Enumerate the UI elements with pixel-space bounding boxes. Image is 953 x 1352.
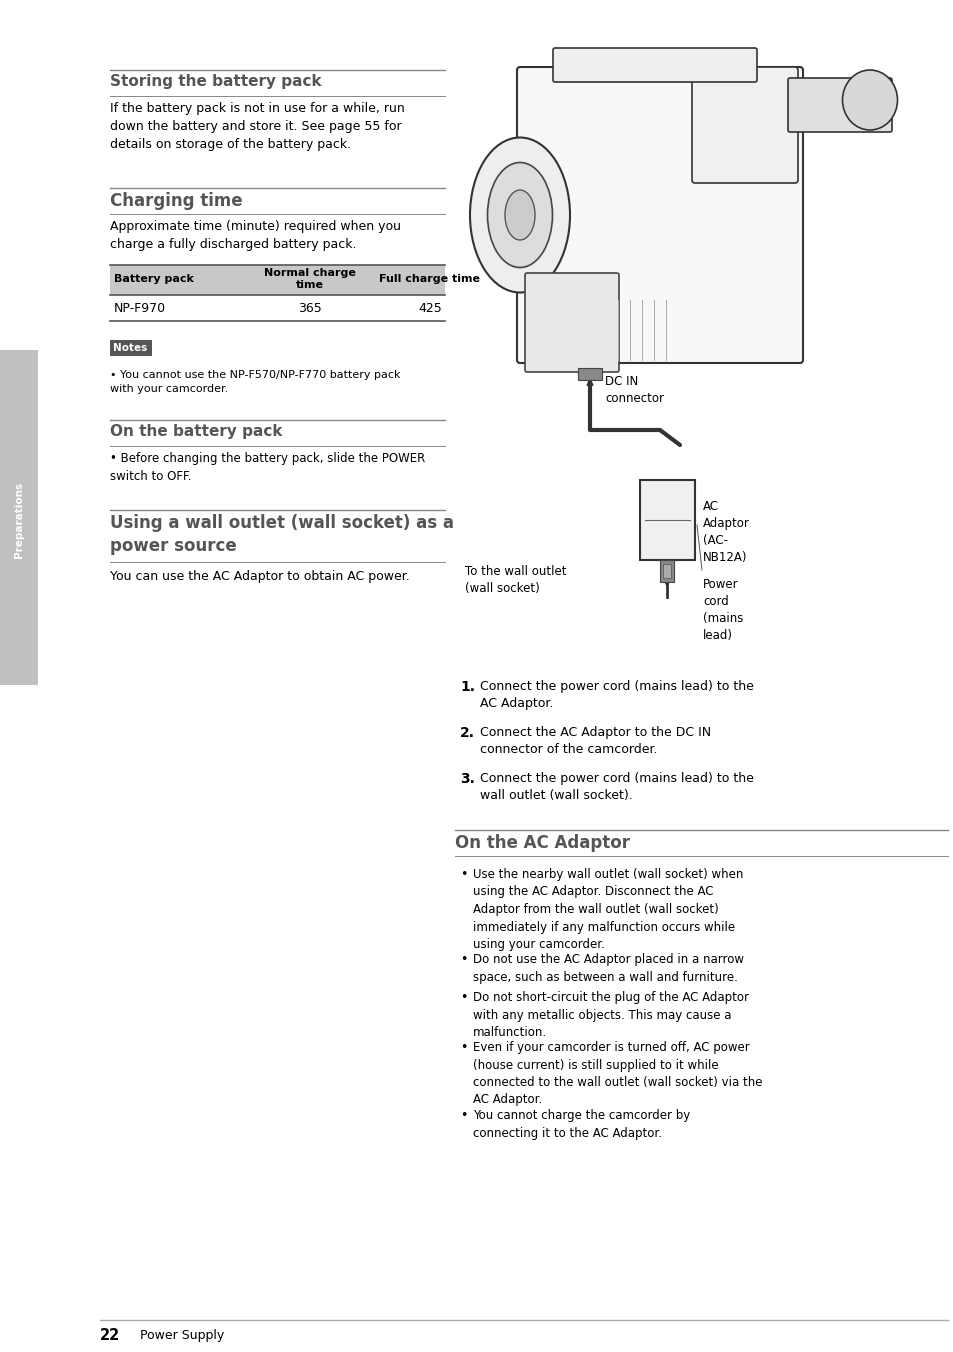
Text: Connect the power cord (mains lead) to the
wall outlet (wall socket).: Connect the power cord (mains lead) to t… — [479, 772, 753, 803]
Text: 425: 425 — [417, 301, 441, 315]
Text: • Before changing the battery pack, slide the POWER
switch to OFF.: • Before changing the battery pack, slid… — [110, 452, 425, 483]
Bar — [662, 564, 670, 579]
Text: DC IN
connector: DC IN connector — [604, 375, 663, 406]
Bar — [110, 265, 444, 295]
FancyBboxPatch shape — [517, 68, 802, 362]
Text: Charging time: Charging time — [110, 192, 242, 210]
Text: 2.: 2. — [459, 726, 475, 740]
Bar — [639, 480, 695, 560]
Text: Connect the AC Adaptor to the DC IN
connector of the camcorder.: Connect the AC Adaptor to the DC IN conn… — [479, 726, 710, 757]
Text: To the wall outlet
(wall socket): To the wall outlet (wall socket) — [464, 565, 566, 595]
Text: Notes: Notes — [112, 343, 147, 353]
Text: On the AC Adaptor: On the AC Adaptor — [455, 834, 629, 852]
Text: Normal charge
time: Normal charge time — [264, 268, 355, 291]
Text: •: • — [459, 991, 467, 1005]
Text: Approximate time (minute) required when you
charge a fully discharged battery pa: Approximate time (minute) required when … — [110, 220, 400, 251]
Text: •: • — [459, 868, 467, 882]
Text: Battery pack: Battery pack — [113, 274, 193, 284]
Text: Full charge time: Full charge time — [379, 274, 480, 284]
Text: 1.: 1. — [459, 680, 475, 694]
Text: If the battery pack is not in use for a while, run
down the battery and store it: If the battery pack is not in use for a … — [110, 101, 404, 151]
Text: •: • — [459, 1041, 467, 1055]
Ellipse shape — [841, 70, 897, 130]
Bar — [110, 339, 152, 356]
Text: 22: 22 — [100, 1329, 120, 1344]
Text: Even if your camcorder is turned off, AC power
(house current) is still supplied: Even if your camcorder is turned off, AC… — [473, 1041, 761, 1106]
Text: 365: 365 — [297, 301, 321, 315]
Text: Power
cord
(mains
lead): Power cord (mains lead) — [702, 579, 742, 642]
Text: •: • — [459, 1109, 467, 1122]
Ellipse shape — [487, 162, 552, 268]
Text: Storing the battery pack: Storing the battery pack — [110, 74, 321, 89]
Bar — [659, 560, 673, 581]
FancyBboxPatch shape — [524, 273, 618, 372]
Ellipse shape — [470, 138, 569, 292]
Text: On the battery pack: On the battery pack — [110, 425, 282, 439]
Text: •: • — [459, 953, 467, 965]
Text: You can use the AC Adaptor to obtain AC power.: You can use the AC Adaptor to obtain AC … — [110, 571, 410, 583]
Text: Power Supply: Power Supply — [140, 1329, 224, 1343]
Bar — [0, 350, 38, 685]
Bar — [578, 368, 601, 380]
Text: Use the nearby wall outlet (wall socket) when
using the AC Adaptor. Disconnect t: Use the nearby wall outlet (wall socket)… — [473, 868, 742, 950]
FancyBboxPatch shape — [691, 68, 797, 183]
Text: You cannot charge the camcorder by
connecting it to the AC Adaptor.: You cannot charge the camcorder by conne… — [473, 1109, 690, 1140]
Text: Preparations: Preparations — [14, 481, 24, 558]
Ellipse shape — [504, 191, 535, 241]
Text: NP-F970: NP-F970 — [113, 301, 166, 315]
FancyBboxPatch shape — [553, 49, 757, 82]
Text: Do not use the AC Adaptor placed in a narrow
space, such as between a wall and f: Do not use the AC Adaptor placed in a na… — [473, 953, 743, 983]
Text: AC
Adaptor
(AC-
NB12A): AC Adaptor (AC- NB12A) — [702, 500, 749, 564]
Text: • You cannot use the NP-F570/NP-F770 battery pack
with your camcorder.: • You cannot use the NP-F570/NP-F770 bat… — [110, 370, 400, 393]
Text: Connect the power cord (mains lead) to the
AC Adaptor.: Connect the power cord (mains lead) to t… — [479, 680, 753, 711]
Text: Using a wall outlet (wall socket) as a
power source: Using a wall outlet (wall socket) as a p… — [110, 514, 454, 554]
FancyBboxPatch shape — [787, 78, 891, 132]
Text: 3.: 3. — [459, 772, 475, 786]
Text: Do not short-circuit the plug of the AC Adaptor
with any metallic objects. This : Do not short-circuit the plug of the AC … — [473, 991, 748, 1038]
